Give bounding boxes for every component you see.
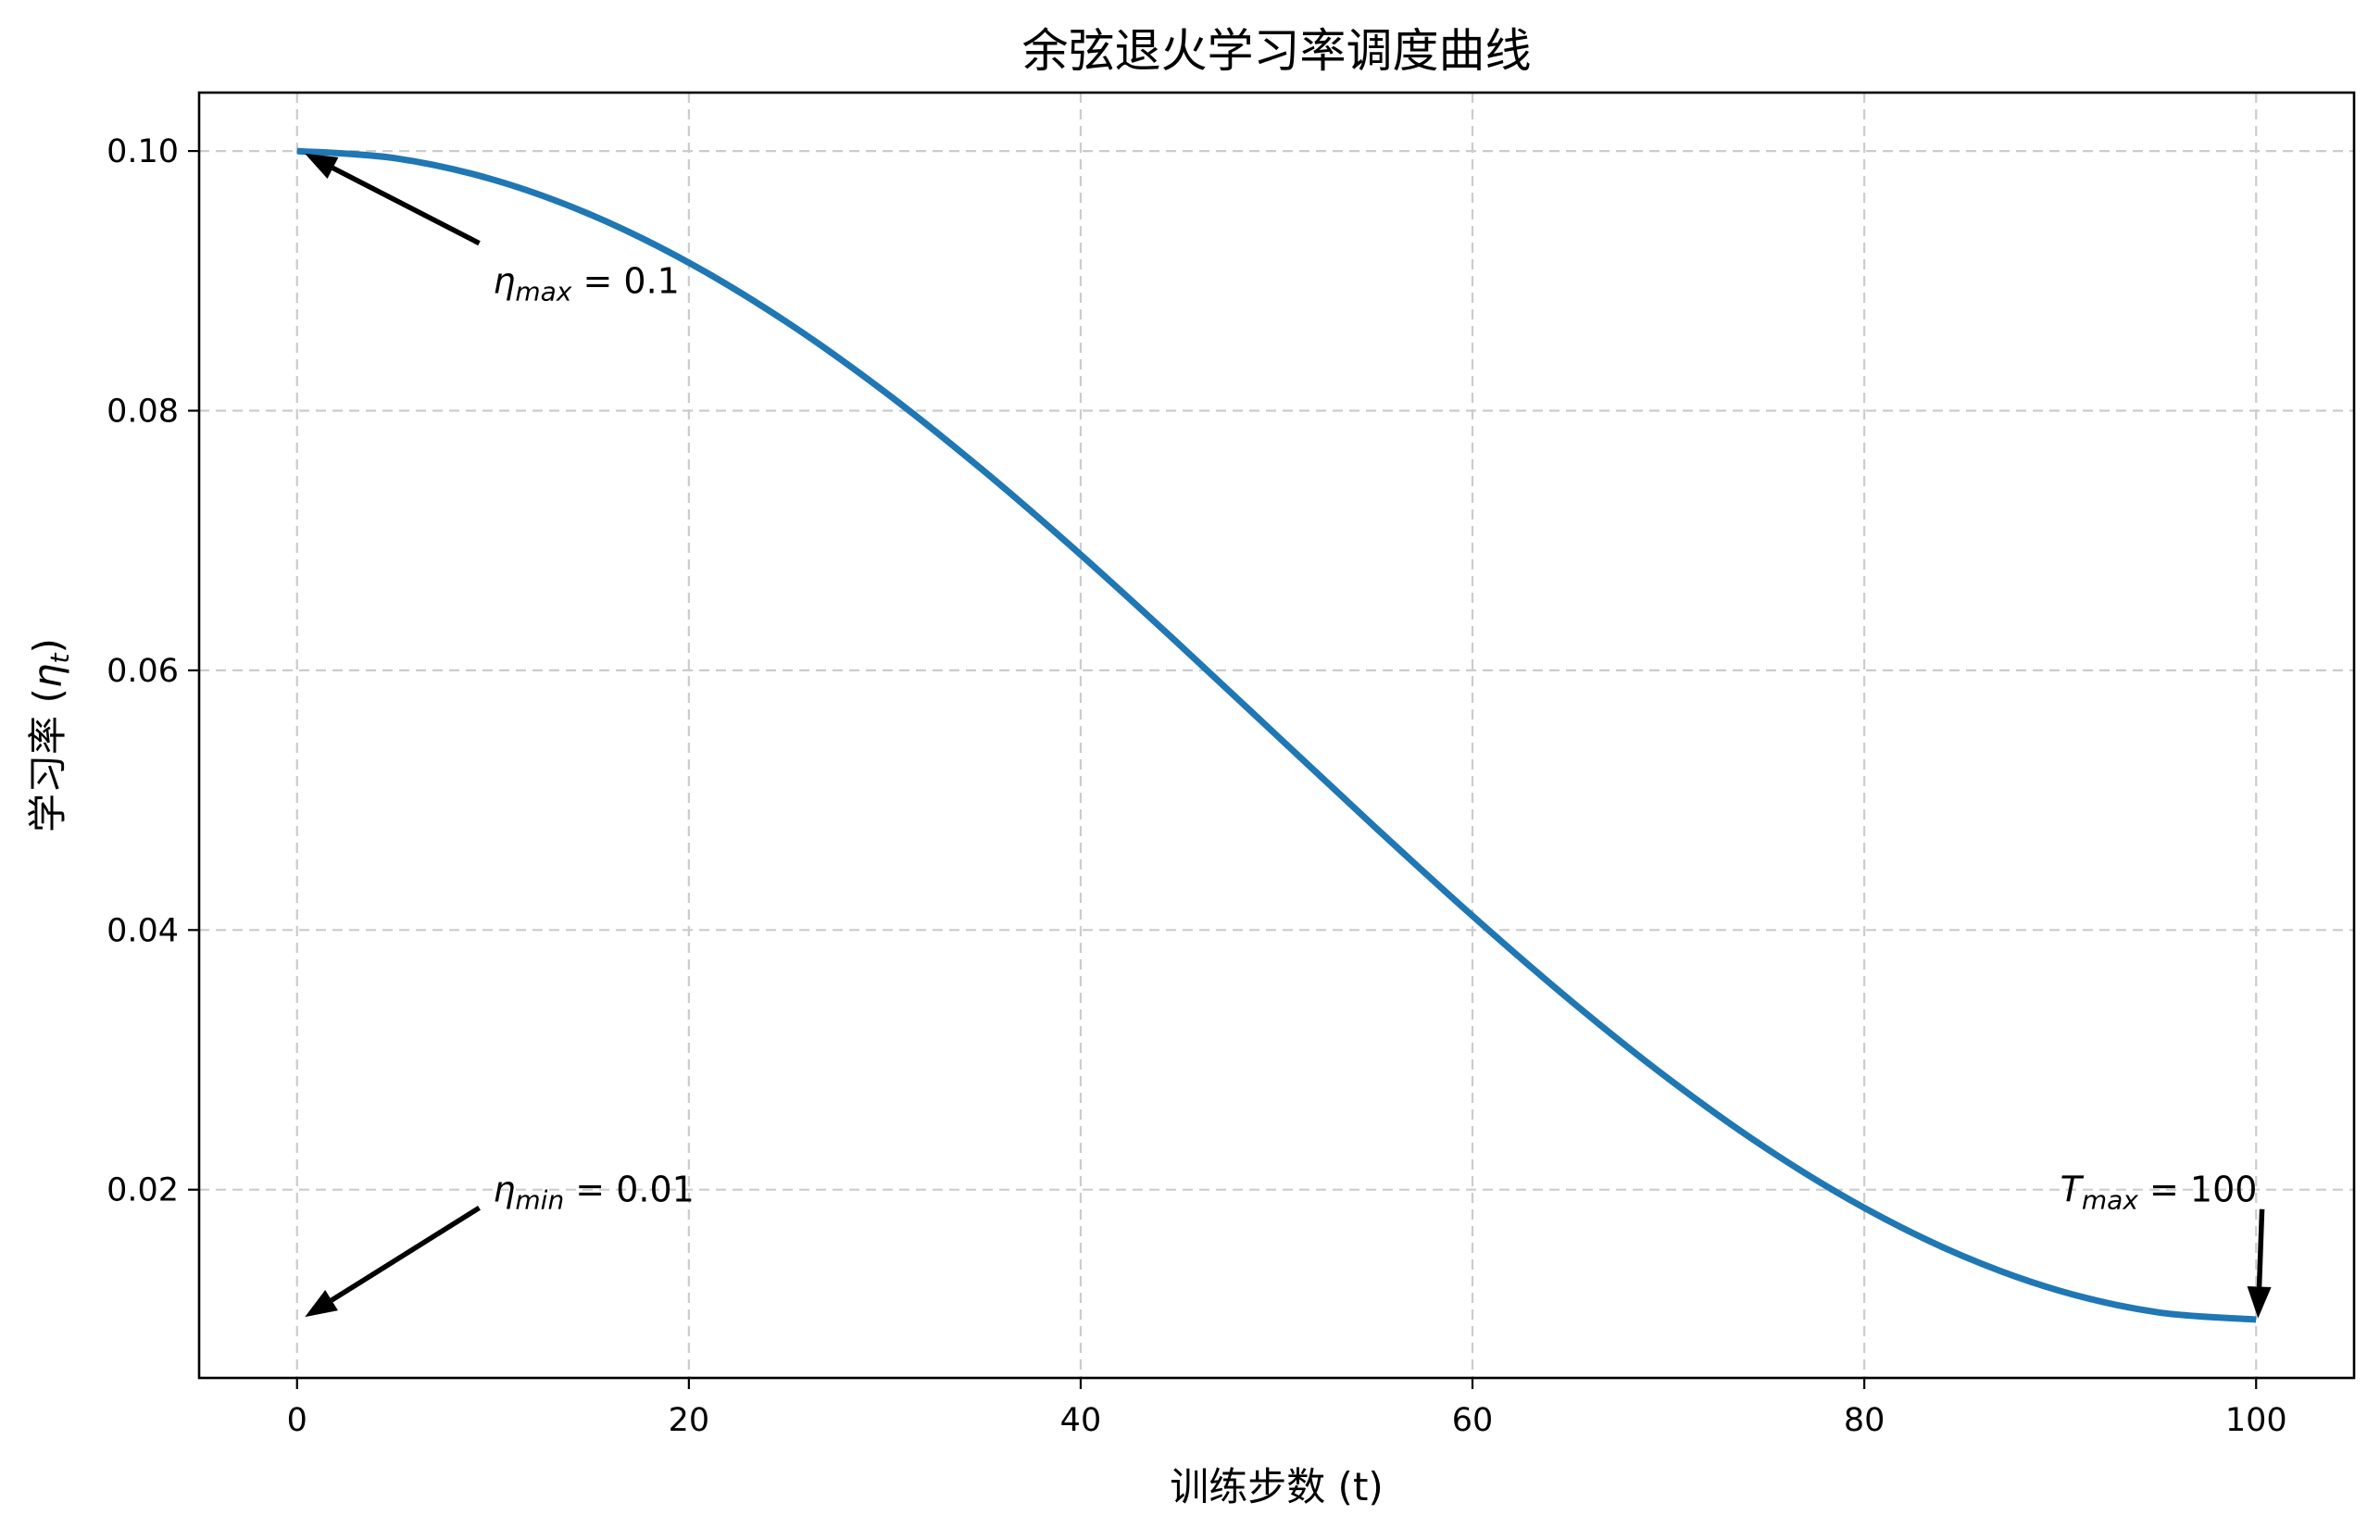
annotation-subscript: max <box>515 276 571 307</box>
annotation: ηmax = 0.1 <box>305 153 680 307</box>
x-tick-label: 100 <box>2225 1402 2287 1439</box>
y-tick-label: 0.04 <box>106 912 179 949</box>
annotation: Tmax = 100 <box>2061 1170 2272 1319</box>
annotation-text: ηmax = 0.1 <box>493 260 680 307</box>
annotation-symbol: T <box>2061 1170 2085 1210</box>
annotation-symbol: η <box>493 1170 515 1210</box>
annotation-subscript: min <box>515 1185 564 1216</box>
chart-title: 余弦退火学习率调度曲线 <box>1022 24 1532 78</box>
x-tick-label: 0 <box>287 1402 307 1439</box>
y-axis-title-symbol: η <box>25 664 70 689</box>
annotation-arrow-head <box>2247 1286 2272 1319</box>
annotation-arrow-shaft <box>330 1206 481 1303</box>
y-axis-title: 学习率 (ηt) <box>25 638 75 833</box>
ticks: 0 20 40 60 80 100 0.02 0.04 0.06 0.08 0.10 <box>106 133 2287 1439</box>
annotation-text: Tmax = 100 <box>2061 1170 2258 1216</box>
series-line <box>296 147 2257 1323</box>
annotation-value: = 100 <box>2138 1170 2258 1210</box>
y-axis-title-suffix: ) <box>25 638 70 653</box>
annotation-text: ηmin = 0.01 <box>493 1170 695 1216</box>
annotation-arrow-shaft <box>2256 1208 2265 1287</box>
annotation-arrow-head <box>305 1290 338 1318</box>
annotation-symbol: η <box>493 260 515 301</box>
annotation-value: = 0.1 <box>571 260 679 301</box>
y-tick-label: 0.02 <box>106 1172 179 1209</box>
y-tick-label: 0.08 <box>106 393 179 430</box>
grid <box>199 93 2354 1378</box>
y-axis-title-prefix: 学习率 ( <box>25 688 70 833</box>
annotation-value: = 0.01 <box>564 1170 695 1210</box>
x-tick-label: 60 <box>1452 1402 1494 1439</box>
annotation: ηmin = 0.01 <box>305 1170 695 1318</box>
plot-frame <box>197 91 2356 1380</box>
annotation-subscript: max <box>2082 1185 2138 1216</box>
x-tick-label: 40 <box>1060 1402 1102 1439</box>
series-layer <box>296 147 2257 1323</box>
x-tick-label: 80 <box>1844 1402 1885 1439</box>
y-axis-title-subscript: t <box>44 653 75 664</box>
x-axis-title: 训练步数 (t) <box>1170 1464 1384 1509</box>
annotation-arrow-shaft <box>332 165 481 246</box>
y-tick-label: 0.10 <box>106 133 179 170</box>
y-tick-label: 0.06 <box>106 653 179 690</box>
x-tick-label: 20 <box>669 1402 710 1439</box>
annotation-arrow-head <box>305 153 339 179</box>
